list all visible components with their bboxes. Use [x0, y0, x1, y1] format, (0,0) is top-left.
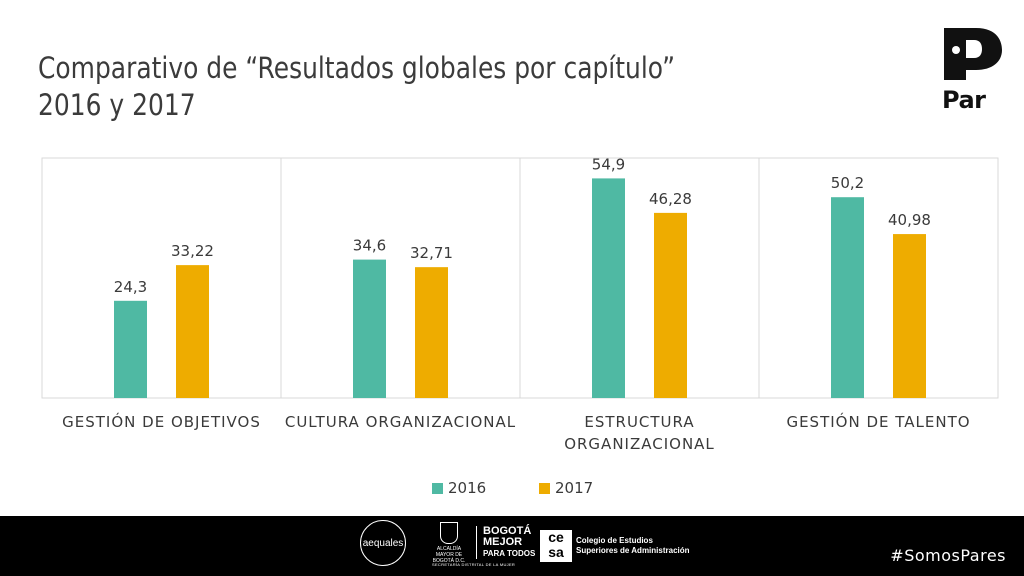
crest-icon: [440, 522, 458, 544]
bogota-line-1: BOGOTÁ: [483, 525, 532, 537]
category-label: ORGANIZACIONAL: [564, 435, 715, 453]
par-logo-text: Par: [942, 86, 986, 114]
secretaria-text: SECRETARÍA DISTRITAL DE LA MUJER: [432, 562, 516, 567]
par-logo-icon: [944, 28, 1002, 80]
data-label: 54,9: [592, 155, 625, 173]
data-label: 50,2: [831, 174, 864, 192]
bar-2016-1: [353, 259, 386, 398]
legend-label-2017: 2017: [555, 479, 593, 497]
category-label: ESTRUCTURA: [584, 413, 694, 431]
bar-2016-0: [114, 300, 147, 398]
bogota-logo: BOGOTÁ MEJOR PARA TODOS: [476, 526, 535, 559]
bar-2017-1: [415, 267, 448, 398]
category-label: CULTURA ORGANIZACIONAL: [285, 413, 516, 431]
category-label: GESTIÓN DE OBJETIVOS: [62, 412, 261, 431]
bogota-line-2: MEJOR: [483, 536, 523, 548]
legend-label-2016: 2016: [448, 479, 486, 497]
footer-bar: aequales ALCALDÍA MAYOR DE BOGOTÁ D.C. B…: [0, 516, 1024, 576]
bar-2017-2: [654, 212, 687, 398]
bogota-line-3: PARA TODOS: [483, 549, 536, 558]
cesa-text: Colegio de Estudios Superiores de Admini…: [576, 536, 690, 556]
bar-2017-0: [176, 265, 209, 398]
alcaldia-logo: ALCALDÍA MAYOR DE BOGOTÁ D.C.: [428, 522, 470, 564]
aequales-logo: aequales: [360, 520, 406, 566]
data-label: 32,71: [410, 244, 453, 262]
cesa-logo: ce sa: [540, 530, 572, 562]
bar-2016-2: [592, 178, 625, 398]
cesa-line-2: Superiores de Administración: [576, 546, 690, 555]
data-label: 33,22: [171, 242, 214, 260]
data-label: 24,3: [114, 278, 147, 296]
alcaldia-text: ALCALDÍA MAYOR DE BOGOTÁ D.C.: [432, 546, 466, 564]
page-title: Comparativo de “Resultados globales por …: [38, 50, 743, 124]
data-label: 46,28: [649, 190, 692, 208]
data-label: 34,6: [353, 237, 386, 255]
bar-chart: 24,3 33,22 GESTIÓN DE OBJETIVOS 34,6 32,71 CU…: [41, 155, 999, 497]
category-label: GESTIÓN DE TALENTO: [786, 412, 970, 431]
cesa-line-1: Colegio de Estudios: [576, 536, 653, 545]
legend-swatch-2017: [539, 483, 550, 494]
legend-swatch-2016: [432, 483, 443, 494]
hashtag: #SomosPares: [890, 546, 1006, 565]
title-line-2: 2016 y 2017: [38, 88, 196, 122]
bar-2017-3: [893, 234, 926, 398]
bar-2016-3: [831, 197, 864, 398]
title-line-1: Comparativo de “Resultados globales por …: [38, 51, 676, 85]
data-label: 40,98: [888, 211, 931, 229]
